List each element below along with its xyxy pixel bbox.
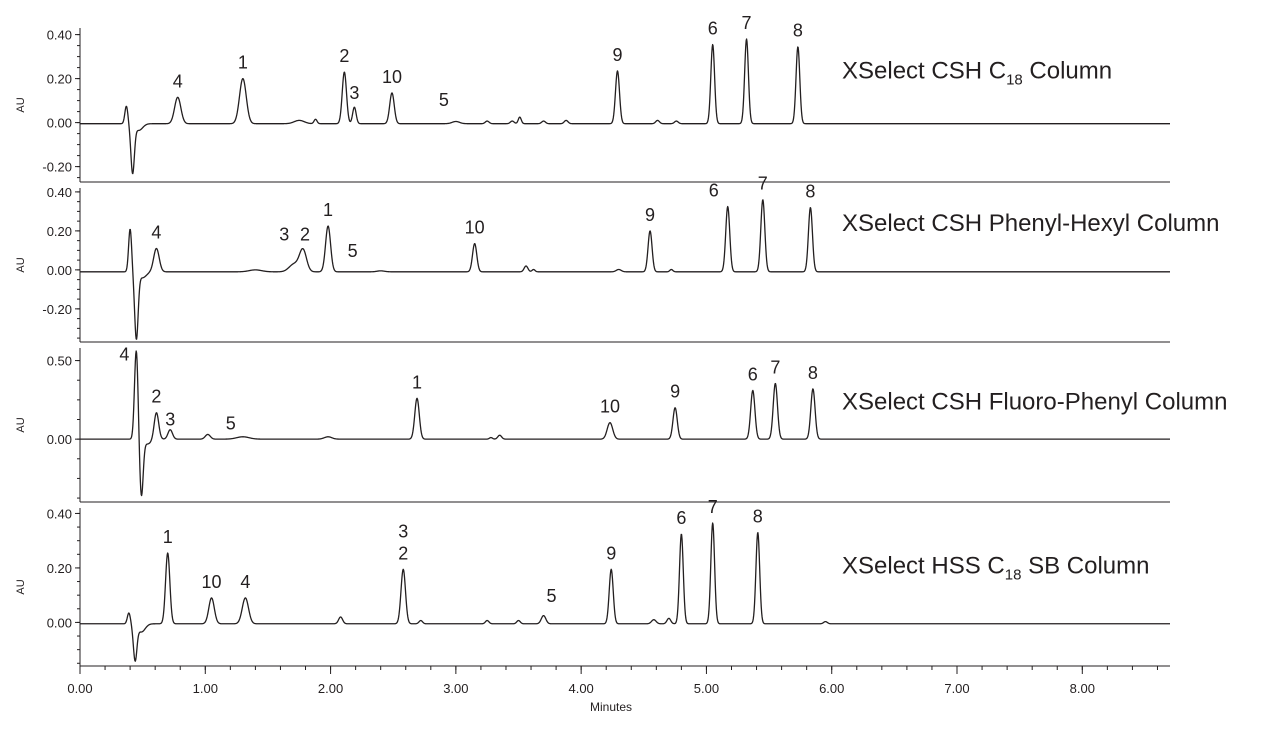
x-tick-label: 0.00 [67,681,92,696]
peak-label: 6 [709,181,719,201]
peak-label: 5 [226,414,236,434]
y-tick-label: -0.20 [42,160,72,175]
peak-label: 2 [300,224,310,244]
chromatogram-trace [79,38,1171,175]
peak-label: 10 [600,397,620,417]
y-tick-label: 0.20 [47,224,72,239]
peak-label: 1 [412,372,422,392]
panel-title: XSelect CSH Phenyl-Hexyl Column [842,210,1219,237]
peak-label: 4 [119,345,129,365]
panel-1: 0.40 0.20 0.00 -0.20 AU 4 1 23 10 5 9 6 7 8 XSelect CS… [15,13,1171,183]
panel-2: 0.40 0.20 0.00 -0.20 AU 4 3 21 5 10 9 6 7 8 XSelect CS… [15,174,1219,343]
x-tick-label: 1.00 [193,681,218,696]
peak-label: 2 [339,46,349,66]
peak-label: 6 [748,364,758,384]
peak-label: 5 [348,241,358,261]
chromatogram-trace [79,199,1171,340]
panel-title: XSelect HSS C18 SB Column [842,552,1149,583]
y-tick-label: 0.00 [47,263,72,278]
y-tick-label: 0.40 [47,28,72,43]
peak-label: 6 [708,19,718,39]
peak-label: 7 [758,174,768,194]
y-axis-label: AU [15,257,27,272]
y-ticks: 0.40 0.20 0.00 -0.20 [42,185,80,339]
x-tick-label: 7.00 [944,681,969,696]
y-tick-label: 0.00 [47,432,72,447]
peak-label: 7 [770,357,780,377]
y-axis-label: AU [15,417,27,432]
peak-label: 9 [670,382,680,402]
peak-label: 8 [808,363,818,383]
peak-label: 4 [151,222,161,242]
peak-label: 3 [279,224,289,244]
panel-title: XSelect CSH Fluoro-Phenyl Column [842,388,1228,415]
y-tick-label: 0.40 [47,185,72,200]
x-axis-label: Minutes [590,700,632,714]
peak-label: 10 [382,67,402,87]
panel-4: 0.40 0.20 0.00 AU 1 10 4 23 5 9 6 7 8 XSelect HSS C18… [15,497,1171,667]
peak-label: 6 [676,508,686,528]
peak-label: 9 [645,205,655,225]
peak-label: 5 [439,90,449,110]
peak-label: 10 [465,218,485,238]
peak-label: 8 [753,507,763,527]
peak-label: 3 [165,410,175,430]
chromatogram-trace [79,350,1171,497]
peak-label: 10 [202,572,222,592]
peak-label: 4 [240,572,250,592]
panel-3: 0.50 0.00 AU 4 23 5 1 10 9 6 7 8 XSelect CSH Fluoro-… [15,345,1228,503]
peak-label: 9 [606,543,616,563]
peak-label: 3 [398,521,408,541]
x-tick-label: 8.00 [1070,681,1095,696]
x-tick-label: 6.00 [819,681,844,696]
x-tick-label: 5.00 [694,681,719,696]
x-tick-label: 3.00 [443,681,468,696]
y-axis-label: AU [15,579,27,594]
peak-label: 3 [349,83,359,103]
peak-label: 1 [323,200,333,220]
peak-label: 2 [151,386,161,406]
peak-label: 7 [708,497,718,517]
chromatogram-trace [79,522,1171,662]
y-tick-label: 0.20 [47,72,72,87]
y-ticks: 0.40 0.20 0.00 -0.20 [42,28,80,179]
y-ticks: 0.50 0.00 [47,354,80,499]
peak-label: 9 [612,45,622,65]
peak-label: 8 [805,181,815,201]
y-tick-label: 0.50 [47,354,72,369]
y-tick-label: -0.20 [42,302,72,317]
peak-label: 1 [238,53,248,73]
x-tick-label: 2.00 [318,681,343,696]
y-tick-label: 0.00 [47,116,72,131]
x-axis: 0.00 1.00 2.00 3.00 4.00 5.00 6.00 7.00 8.00 Minu… [67,666,1158,714]
peak-label: 7 [742,13,752,33]
peak-label: 4 [173,71,183,91]
peak-label: 5 [547,586,557,606]
y-tick-label: 0.20 [47,561,72,576]
panel-title: XSelect CSH C18 Column [842,58,1112,89]
y-axis-label: AU [15,97,27,112]
peak-label: 8 [793,21,803,41]
peak-label: 1 [163,527,173,547]
y-ticks: 0.40 0.20 0.00 [47,506,80,664]
peak-label: 2 [398,543,408,563]
x-tick-label: 4.00 [568,681,593,696]
y-tick-label: 0.00 [47,615,72,630]
y-tick-label: 0.40 [47,506,72,521]
